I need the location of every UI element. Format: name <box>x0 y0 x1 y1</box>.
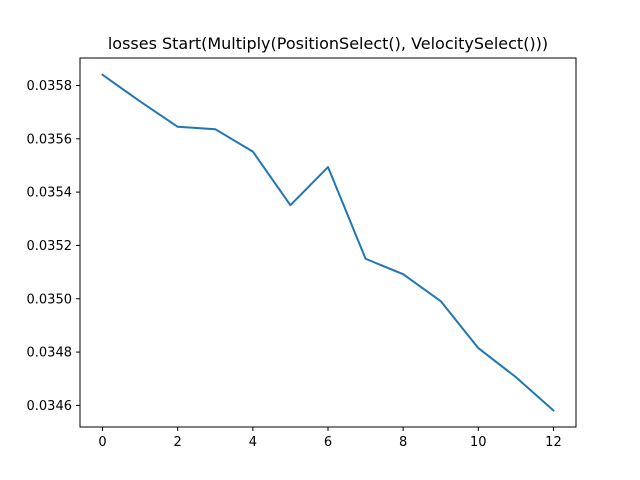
data-point <box>102 74 104 76</box>
data-point <box>515 376 517 378</box>
x-tick-label: 12 <box>545 435 562 450</box>
data-point <box>477 347 479 349</box>
data-point <box>289 204 291 206</box>
y-tick-label: 0.0358 <box>27 79 73 94</box>
data-point <box>177 126 179 128</box>
y-tick-label: 0.0356 <box>27 132 73 147</box>
data-point <box>552 409 554 411</box>
data-point <box>214 128 216 130</box>
data-point <box>365 258 367 260</box>
y-tick-label: 0.0352 <box>27 239 73 254</box>
data-point <box>402 273 404 275</box>
plot-area: 0 2 4 6 8 10 12 0.0346 0.0348 0.0350 0.0352 0.0354 0… <box>27 73 562 450</box>
data-point <box>252 151 254 153</box>
x-tick-label: 2 <box>174 435 182 450</box>
x-tick-label: 10 <box>470 435 487 450</box>
x-tick-label: 0 <box>98 435 106 450</box>
data-point <box>139 100 141 102</box>
data-point <box>440 300 442 302</box>
y-tick-label: 0.0350 <box>27 292 73 307</box>
x-tick-label: 4 <box>249 435 257 450</box>
y-tick-label: 0.0354 <box>27 186 73 201</box>
chart-title: losses Start(Multiply(PositionSelect(), … <box>108 34 548 53</box>
series-line <box>101 73 555 412</box>
x-tick-label: 6 <box>324 435 332 450</box>
data-point <box>327 166 329 168</box>
y-tick-label: 0.0346 <box>27 399 73 414</box>
y-tick-label: 0.0348 <box>27 346 73 361</box>
axes-frame <box>79 57 577 428</box>
x-tick-label: 8 <box>399 435 407 450</box>
